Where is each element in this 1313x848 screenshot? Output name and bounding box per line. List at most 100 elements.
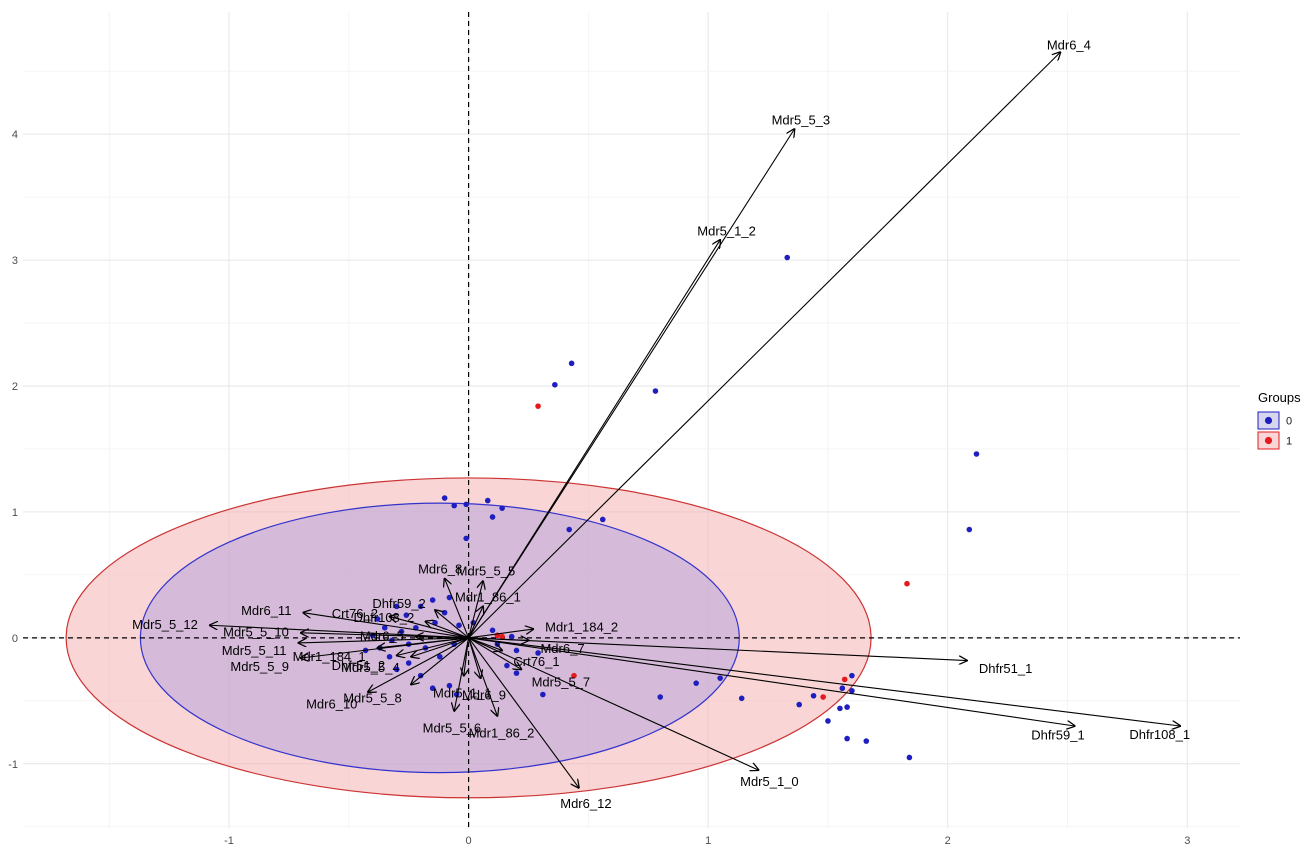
data-point-group-0 — [463, 501, 469, 508]
loading-arrow — [468, 637, 503, 651]
loading-arrow — [468, 240, 721, 639]
loading-arrow — [468, 637, 759, 770]
data-point-group-1 — [499, 633, 505, 640]
data-point-group-0 — [398, 628, 405, 635]
loading-label: Mdr1_184_1 — [293, 649, 366, 664]
loading-arrow — [468, 637, 522, 669]
data-point-group-0 — [393, 666, 400, 673]
data-point-group-0 — [386, 653, 393, 660]
data-point-group-0 — [657, 694, 664, 700]
data-point-group-0 — [456, 622, 462, 629]
legend: Groups 0 1 — [1257, 390, 1301, 450]
data-point-group-0 — [849, 672, 855, 679]
data-point-group-0 — [568, 360, 575, 367]
loading-arrow — [468, 637, 1181, 726]
data-point-group-0 — [374, 616, 381, 622]
loading-label: Mdr6_12 — [560, 796, 611, 811]
data-point-group-0 — [508, 633, 515, 640]
loading-label: Crt76_2 — [332, 606, 378, 621]
data-point-group-0 — [489, 627, 496, 634]
data-point-group-0 — [540, 691, 546, 698]
loading-label: Crt76_1 — [513, 654, 559, 669]
axis-ticks: -1 0 1 2 3 -1 0 1 2 3 4 — [8, 129, 1190, 847]
data-point-group-0 — [652, 388, 659, 394]
loading-arrow — [299, 637, 469, 643]
loading-labels: Mdr6_4 Mdr5_5_3 Mdr5_1_2 Dhfr51_1 Dhfr59_1 Dh… — [132, 37, 1190, 810]
loading-arrow — [368, 637, 469, 692]
data-point-group-0 — [417, 603, 424, 610]
data-point-group-0 — [504, 662, 510, 669]
data-point-group-0 — [429, 685, 436, 692]
legend-marker-1 — [1264, 436, 1273, 445]
data-point-group-0 — [966, 526, 973, 533]
legend-label-1: 1 — [1286, 436, 1292, 448]
loading-arrow — [464, 637, 469, 676]
loading-label: Dhfr108_2 — [354, 610, 415, 625]
loading-label: Mdr5_1_2 — [697, 223, 756, 238]
data-point-group-0 — [863, 738, 870, 744]
loading-label: Dhfr51_1 — [979, 661, 1032, 676]
loading-label: Mdr1_86_2 — [469, 725, 535, 740]
data-point-group-0 — [489, 514, 496, 520]
data-point-group-0 — [381, 624, 388, 631]
data-point-group-0 — [906, 754, 913, 761]
loading-arrow — [416, 637, 469, 638]
data-point-group-0 — [441, 495, 448, 501]
x-tick-label: -1 — [224, 835, 234, 847]
data-point-group-0 — [451, 502, 458, 509]
data-point-group-0 — [446, 594, 453, 601]
loading-arrow — [468, 629, 534, 639]
score-points — [362, 254, 980, 761]
loading-arrow — [411, 637, 469, 685]
y-tick-label: 0 — [12, 633, 18, 645]
data-point-group-0 — [499, 505, 505, 511]
data-point-group-0 — [693, 680, 699, 686]
loading-label: Mdr5_5_3 — [772, 113, 831, 128]
data-point-group-0 — [796, 701, 802, 708]
loading-arrow — [397, 637, 469, 656]
reference-lines — [23, 12, 1240, 828]
loading-label: Mdr5_5_12 — [132, 617, 198, 632]
data-point-group-0 — [405, 660, 412, 666]
loading-label: Mdr6_11 — [241, 603, 291, 618]
x-tick-label: 0 — [466, 835, 472, 847]
y-tick-label: 3 — [12, 255, 18, 267]
data-point-group-1 — [904, 580, 910, 587]
data-point-group-0 — [403, 612, 410, 618]
data-point-group-0 — [738, 695, 745, 702]
legend-label-0: 0 — [1286, 416, 1292, 428]
loading-arrow — [468, 637, 481, 678]
data-point-group-0 — [844, 704, 850, 710]
data-point-group-0 — [844, 735, 850, 742]
data-point-group-1 — [535, 403, 541, 409]
loading-arrow — [390, 616, 469, 639]
y-tick-label: 1 — [12, 507, 18, 519]
data-point-group-0 — [825, 718, 831, 724]
data-point-group-0 — [599, 516, 606, 523]
data-point-group-0 — [513, 647, 520, 654]
data-point-group-0 — [441, 609, 448, 616]
loading-label: Mdr6_8 — [418, 561, 462, 576]
data-point-group-0 — [839, 685, 846, 692]
loading-label: Dhfr59_1 — [1031, 727, 1084, 742]
loading-arrow — [435, 610, 469, 639]
loading-label: Mdr6_9 — [462, 688, 506, 703]
y-tick-label: 4 — [12, 129, 18, 141]
data-point-group-0 — [429, 597, 436, 603]
loading-label: Mdr6_5 — [360, 628, 404, 643]
loading-arrow — [468, 581, 483, 638]
legend-marker-0 — [1264, 416, 1273, 425]
loading-label: Dhfr108_1 — [1129, 727, 1190, 742]
loading-arrow — [468, 52, 1061, 639]
loading-arrow — [425, 621, 469, 639]
data-point-group-1 — [571, 672, 577, 679]
loading-arrow — [468, 129, 795, 639]
loading-arrow — [468, 606, 483, 639]
data-point-group-0 — [484, 497, 491, 504]
loading-arrow — [378, 637, 469, 648]
data-point-group-0 — [566, 526, 573, 533]
data-point-group-0 — [784, 254, 791, 261]
loading-label: Mdr6_4 — [1047, 37, 1091, 52]
y-tick-label: 2 — [12, 381, 18, 393]
